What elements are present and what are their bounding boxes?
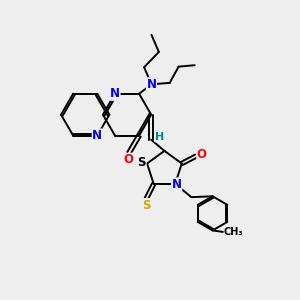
Text: S: S [142, 199, 151, 212]
Text: N: N [172, 178, 182, 191]
Text: N: N [146, 78, 157, 91]
Text: N: N [110, 87, 120, 100]
Text: H: H [155, 132, 164, 142]
Text: CH₃: CH₃ [223, 227, 243, 237]
Text: O: O [124, 153, 134, 166]
Text: S: S [137, 155, 146, 169]
Text: N: N [92, 129, 102, 142]
Text: O: O [197, 148, 207, 161]
